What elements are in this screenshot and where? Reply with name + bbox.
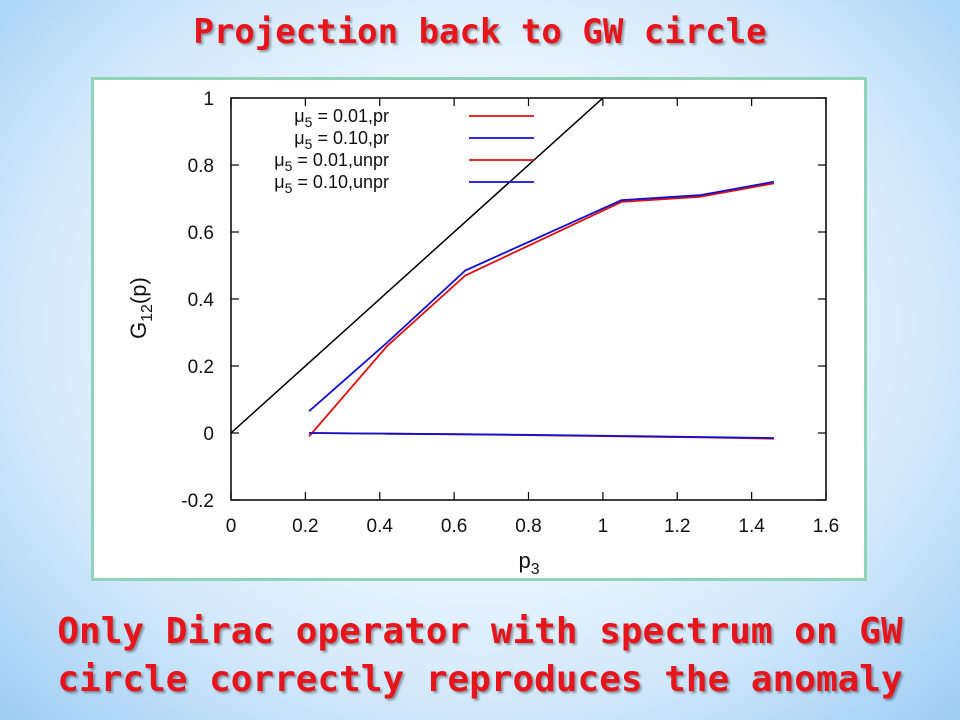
legend-label-3: μ5 = 0.01,unpr: [274, 150, 389, 174]
slide-caption: Only Dirac operator with spectrum on GW …: [20, 608, 940, 704]
chart-axes: 0 0.2 0.4 0.6 0.8 1 1.2 1.4 1.6 -0.2 0 0.2 0.4 0.6 0.8…: [126, 89, 839, 578]
x-tick-label: 0: [226, 516, 237, 537]
legend-label-4: μ5 = 0.10,unpr: [274, 172, 389, 196]
y-tick-label: 0: [203, 424, 214, 445]
x-tick-label: 0.4: [367, 516, 394, 537]
x-tick-label: 1.6: [813, 516, 839, 537]
line-chart: 0 0.2 0.4 0.6 0.8 1 1.2 1.4 1.6 -0.2 0 0.2 0.4 0.6 0.8…: [126, 89, 839, 578]
y-tick-label: 0.2: [188, 357, 214, 378]
y-axis-label: G12(p): [126, 277, 156, 339]
y-tick-label: 0.8: [188, 156, 214, 177]
x-tick-label: 0.8: [515, 516, 541, 537]
x-tick-label: 0.6: [441, 516, 467, 537]
x-tick-label: 1.4: [738, 516, 765, 537]
legend-label-1: μ5 = 0.01,pr: [294, 106, 389, 130]
x-tick-label: 1.2: [664, 516, 690, 537]
series-line-1: [308, 182, 775, 437]
plot-area: [231, 98, 775, 440]
x-tick-label: 1: [598, 516, 609, 537]
reference-line: [231, 98, 604, 434]
series-line-4: [309, 432, 774, 439]
caption-line-1: Only Dirac operator with spectrum on GW: [57, 611, 903, 652]
series-line-2: [308, 180, 775, 412]
y-tick-label: 0.6: [188, 223, 214, 244]
y-tick-label: 0.4: [188, 290, 215, 311]
slide-title: Projection back to GW circle: [193, 12, 767, 52]
caption-line-2: circle correctly reproduces the anomaly: [57, 659, 903, 700]
y-tick-label: 1: [203, 89, 214, 110]
x-tick-label: 0.2: [292, 516, 318, 537]
legend-label-2: μ5 = 0.10,pr: [294, 128, 389, 152]
x-axis-label: p3: [519, 548, 540, 578]
chart-frame: 0 0.2 0.4 0.6 0.8 1 1.2 1.4 1.6 -0.2 0 0.2 0.4 0.6 0.8…: [91, 77, 867, 581]
y-tick-label: -0.2: [181, 491, 214, 512]
